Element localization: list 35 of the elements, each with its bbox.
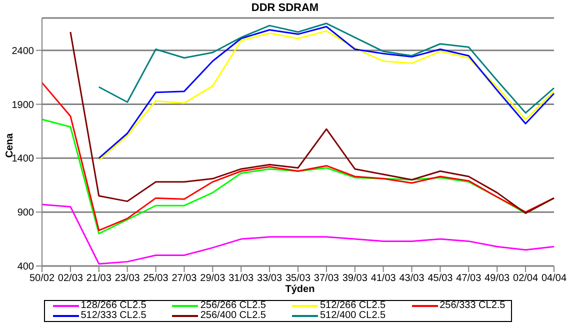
x-tick-label: 25/03 [143, 273, 169, 284]
line-series [98, 22, 555, 114]
x-tick-label: 02/04 [513, 273, 539, 284]
x-axis-title: Týden [284, 284, 316, 295]
legend-label: 256/266 CL2.5 [200, 300, 266, 311]
x-tick-label: 04/04 [541, 273, 567, 284]
y-tick-label: 1900 [12, 100, 34, 111]
legend-label: 512/333 CL2.5 [80, 310, 146, 321]
legend-label: 128/266 CL2.5 [80, 300, 146, 311]
x-tick-label: 02/03 [58, 273, 84, 284]
y-tick-label: 2400 [12, 46, 34, 57]
x-tick-label: 23/03 [114, 273, 140, 284]
y-tick-label: 1400 [12, 154, 34, 165]
y-tick-label: 900 [17, 208, 34, 219]
x-tick-label: 31/03 [228, 273, 254, 284]
x-tick-label: 29/03 [200, 273, 226, 284]
x-tick-label: 49/03 [484, 273, 510, 284]
x-tick-label: 37/03 [314, 273, 340, 284]
legend-label: 512/266 CL2.5 [320, 300, 386, 311]
legend-label: 256/400 CL2.5 [200, 310, 266, 321]
x-tick-label: 21/03 [86, 273, 112, 284]
legend-label: 512/400 CL2.5 [320, 310, 386, 321]
x-tick-label: 27/03 [172, 273, 198, 284]
x-tick-label: 50/02 [29, 273, 55, 284]
x-tick-label: 41/03 [370, 273, 396, 284]
y-tick-label: 400 [17, 262, 34, 273]
x-tick-label: 43/03 [399, 273, 425, 284]
legend-label: 256/333 CL2.5 [440, 300, 506, 311]
x-tick-label: 47/03 [456, 273, 482, 284]
x-tick-label: 45/03 [428, 273, 454, 284]
chart-title: DDR SDRAM [250, 2, 320, 14]
x-tick-label: 35/03 [285, 273, 311, 284]
line-series [70, 31, 555, 214]
x-tick-label: 33/03 [257, 273, 283, 284]
x-tick-label: 39/03 [342, 273, 368, 284]
